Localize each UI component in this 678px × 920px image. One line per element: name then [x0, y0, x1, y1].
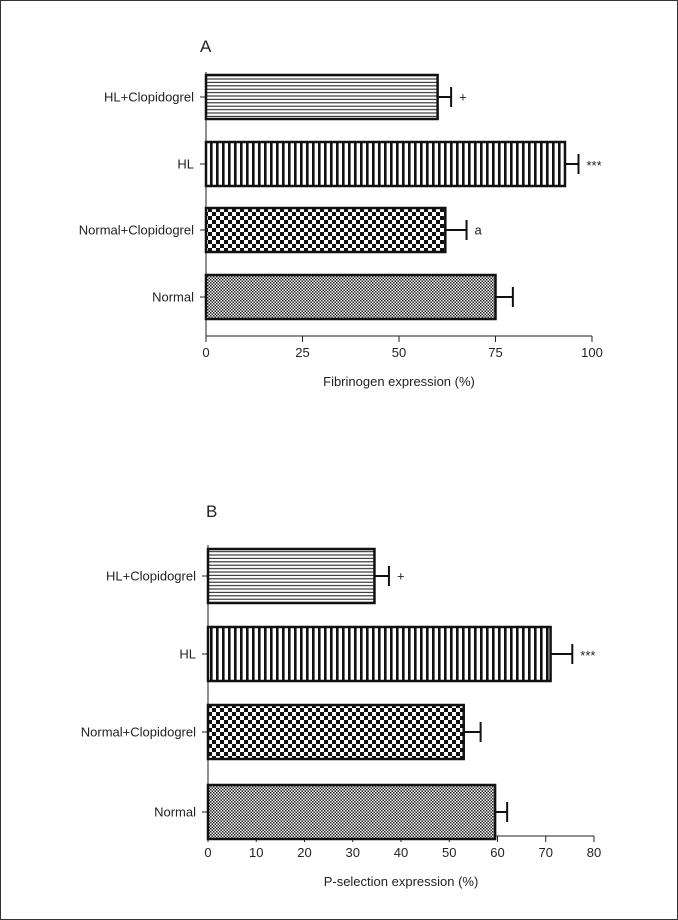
category-label: HL+Clopidogrel — [106, 569, 196, 584]
x-tick-label: 0 — [202, 345, 209, 360]
category-label: Normal — [154, 805, 196, 820]
x-tick-label: 50 — [392, 345, 406, 360]
category-label: Normal+Clopidogrel — [79, 223, 194, 238]
bar — [204, 273, 497, 321]
x-tick-label: 30 — [346, 845, 360, 860]
significance-annotation: + — [397, 569, 405, 584]
chart-panel-a: A 0 25 50 75 100 Fibrinogen expression (%) HL+C… — [79, 37, 603, 389]
panel-label: B — [206, 502, 217, 521]
bar — [206, 703, 465, 761]
x-tick-label: 25 — [295, 345, 309, 360]
x-tick-label: 75 — [488, 345, 502, 360]
category-label: HL — [179, 647, 196, 662]
significance-annotation: *** — [586, 158, 601, 173]
bar — [206, 547, 376, 605]
x-tick-label: 70 — [539, 845, 553, 860]
x-tick-label: 20 — [297, 845, 311, 860]
x-axis-label: Fibrinogen expression (%) — [323, 374, 475, 389]
significance-annotation: + — [459, 90, 467, 105]
bar — [206, 783, 497, 841]
x-tick-label: 80 — [587, 845, 601, 860]
bar — [206, 625, 552, 683]
x-tick-label: 100 — [581, 345, 603, 360]
category-label: HL+Clopidogrel — [104, 90, 194, 105]
significance-annotation: *** — [580, 648, 595, 663]
x-tick-label: 50 — [442, 845, 456, 860]
bar — [204, 140, 567, 188]
x-tick-label: 60 — [490, 845, 504, 860]
bar — [204, 206, 447, 254]
category-label: Normal — [152, 290, 194, 305]
bar — [204, 73, 439, 121]
significance-annotation: a — [475, 223, 483, 238]
panel-label: A — [200, 37, 212, 56]
chart-panel-b: B 0 10 20 30 40 50 60 70 80 P-selection expression… — [81, 502, 601, 889]
x-tick-label: 0 — [204, 845, 211, 860]
category-label: HL — [177, 157, 194, 172]
x-tick-label: 10 — [249, 845, 263, 860]
x-tick-label: 40 — [394, 845, 408, 860]
x-axis-label: P-selection expression (%) — [324, 874, 479, 889]
category-label: Normal+Clopidogrel — [81, 725, 196, 740]
